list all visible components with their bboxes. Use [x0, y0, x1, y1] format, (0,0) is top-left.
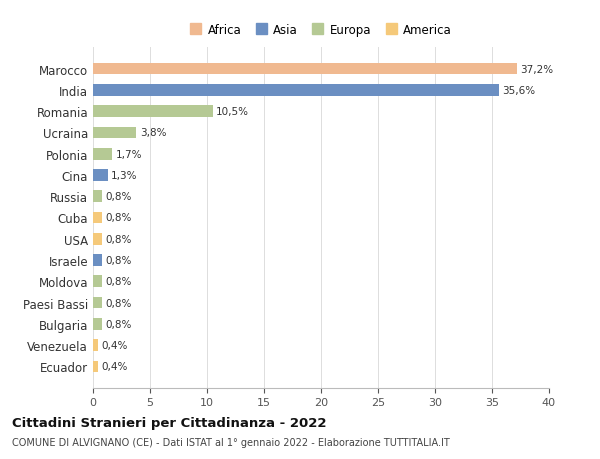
Legend: Africa, Asia, Europa, America: Africa, Asia, Europa, America — [187, 20, 455, 40]
Bar — [93, 340, 98, 351]
Bar — [93, 85, 499, 96]
Text: 10,5%: 10,5% — [216, 107, 249, 117]
Bar — [93, 255, 102, 266]
Text: 0,8%: 0,8% — [106, 192, 132, 202]
Text: COMUNE DI ALVIGNANO (CE) - Dati ISTAT al 1° gennaio 2022 - Elaborazione TUTTITAL: COMUNE DI ALVIGNANO (CE) - Dati ISTAT al… — [12, 437, 450, 447]
Text: 0,8%: 0,8% — [106, 256, 132, 265]
Bar — [93, 361, 98, 372]
Text: 35,6%: 35,6% — [502, 86, 535, 95]
Bar — [93, 64, 517, 75]
Text: 0,8%: 0,8% — [106, 213, 132, 223]
Bar — [93, 170, 108, 181]
Text: 0,4%: 0,4% — [101, 362, 127, 372]
Text: Cittadini Stranieri per Cittadinanza - 2022: Cittadini Stranieri per Cittadinanza - 2… — [12, 416, 326, 429]
Bar — [93, 106, 212, 118]
Text: 0,4%: 0,4% — [101, 341, 127, 350]
Text: 1,3%: 1,3% — [111, 171, 138, 180]
Bar — [93, 149, 112, 160]
Bar — [93, 318, 102, 330]
Bar — [93, 297, 102, 309]
Bar — [93, 191, 102, 202]
Text: 0,8%: 0,8% — [106, 234, 132, 244]
Bar — [93, 234, 102, 245]
Text: 3,8%: 3,8% — [140, 128, 166, 138]
Text: 0,8%: 0,8% — [106, 298, 132, 308]
Text: 37,2%: 37,2% — [521, 64, 554, 74]
Bar — [93, 212, 102, 224]
Bar — [93, 127, 136, 139]
Text: 0,8%: 0,8% — [106, 277, 132, 287]
Text: 1,7%: 1,7% — [116, 149, 142, 159]
Bar — [93, 276, 102, 287]
Text: 0,8%: 0,8% — [106, 319, 132, 329]
